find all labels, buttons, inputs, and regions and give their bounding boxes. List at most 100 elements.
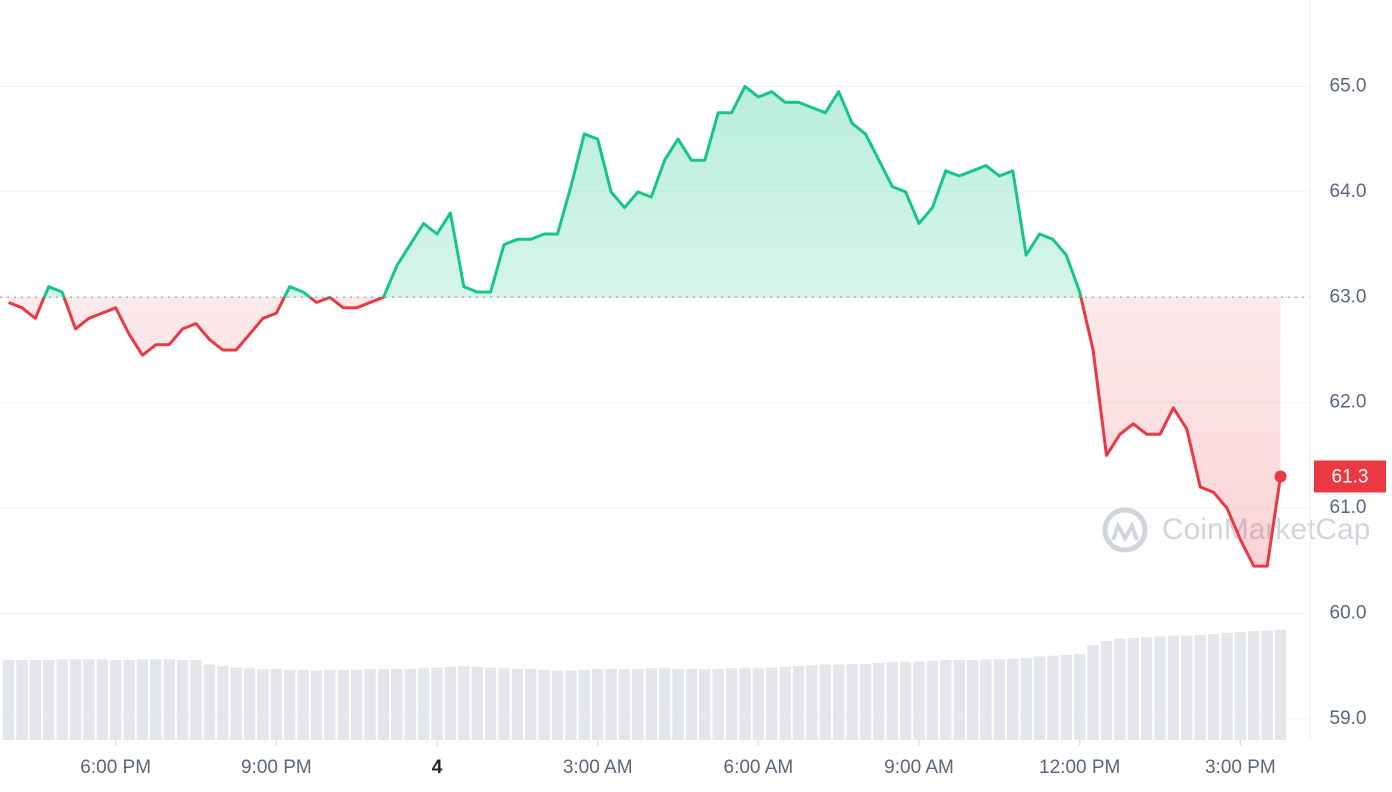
volume-bar [203,664,216,740]
y-tick-label: 63.0 [1330,286,1367,307]
volume-bar [806,665,818,740]
x-tick-label: 6:00 PM [80,757,151,778]
volume-bar [109,660,122,740]
volume-bar [1087,645,1099,740]
volume-bar [350,669,363,740]
volume-bar [243,668,256,740]
volume-bar [752,668,765,740]
volume-bar [297,669,309,740]
volume-bar [43,660,55,740]
volume-bar [779,666,791,740]
y-tick-label: 61.0 [1330,497,1367,518]
volume-bar [618,668,631,740]
volume-bar [16,660,28,740]
volume-bar [1047,655,1059,740]
volume-bar [551,670,564,740]
volume-bar [123,660,135,740]
volume-bar [672,668,684,740]
volume-bar [538,669,550,740]
y-tick-label: 62.0 [1330,392,1367,413]
volume-bar [1033,656,1046,740]
volume-bar [886,662,898,740]
volume-bars [2,629,1287,740]
y-tick-label: 65.0 [1330,75,1367,96]
volume-bar [364,668,376,740]
price-tag-label: 61.3 [1332,466,1369,487]
volume-bar [1234,631,1247,740]
axes: 59.0 60.0 61.0 62.0 63.0 64.0 65.0 6:00 PM 9:00 … [80,75,1386,778]
volume-bar [1154,636,1166,740]
volume-bar [484,667,497,740]
volume-bar [310,670,323,740]
volume-bar [591,668,604,740]
volume-bar [1181,635,1193,740]
area-up [44,86,1081,298]
volume-bar [1140,637,1153,740]
volume-bar [471,666,483,740]
volume-bar [1274,629,1287,740]
volume-bar [712,668,724,740]
volume-bar [605,668,617,740]
y-tick-label: 60.0 [1330,603,1367,624]
y-tick-label: 64.0 [1330,181,1367,202]
x-tick-label: 3:00 AM [563,757,633,778]
volume-bar [69,659,82,740]
volume-bar [966,660,979,740]
volume-bar [150,659,162,740]
volume-bar [444,666,457,740]
price-tag [1314,460,1386,493]
volume-bar [1248,631,1260,740]
volume-bar [2,660,15,740]
plot [0,84,1310,568]
volume-bar [1060,654,1073,740]
volume-bar [766,667,778,740]
volume-bar [953,660,965,740]
volume-bar [1221,632,1233,740]
volume-bar [658,668,671,740]
volume-bar [230,667,242,740]
volume-bar [324,669,336,740]
volume-bar [565,670,577,740]
area-down [8,297,1281,567]
volume-bar [699,668,711,740]
volume-bar [96,659,108,740]
x-tick-label: 4 [432,757,443,778]
volume-bar [859,663,872,740]
x-tick-label: 9:00 PM [241,757,312,778]
price-line [8,84,1282,568]
volume-bar [257,668,269,740]
volume-bar [833,664,845,740]
volume-bar [739,668,751,740]
volume-bar [1261,630,1273,740]
volume-bar [525,668,537,740]
volume-bar [458,666,470,740]
volume-bar [190,660,202,740]
volume-bar [391,668,403,740]
x-tick-label: 12:00 PM [1039,757,1120,778]
volume-bar [217,666,229,740]
volume-bar [83,659,95,740]
x-tick-label: 6:00 AM [724,757,794,778]
y-tick-label: 59.0 [1330,708,1367,729]
volume-bar [498,668,510,740]
volume-bar [1100,640,1113,740]
volume-bar [377,668,390,740]
volume-bar [1194,634,1206,740]
volume-bar [1007,658,1019,740]
volume-bar [913,661,925,740]
volume-bar [29,660,42,740]
volume-bar [337,669,349,740]
volume-bar [163,659,175,740]
volume-bar [1127,637,1139,740]
volume-bar [632,668,644,740]
volume-bar [578,669,590,740]
watermark-logo [1102,507,1148,553]
volume-bar [926,660,939,740]
volume-bar [176,660,189,740]
volume-bar [284,669,296,740]
volume-bar [725,668,738,740]
volume-bar [56,659,68,740]
x-tick-label: 3:00 PM [1205,757,1276,778]
